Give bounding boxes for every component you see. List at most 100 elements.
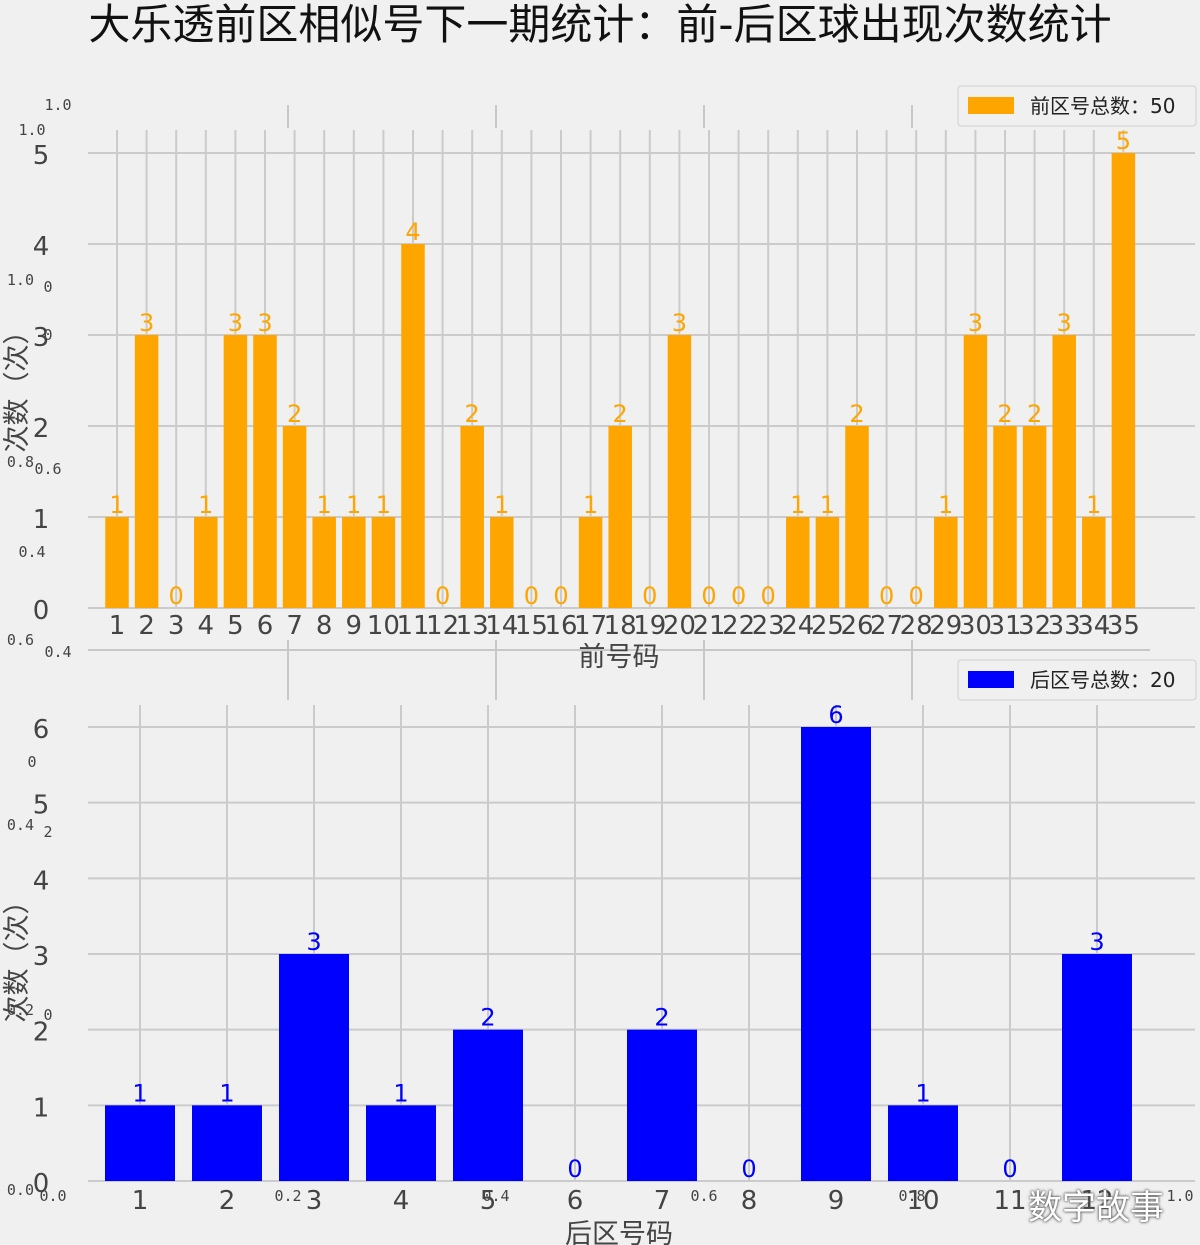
chart2-xtick-11: 11: [993, 1186, 1026, 1216]
chart1-bar-31: [993, 426, 1017, 608]
chart1-data-label-17: 1: [583, 491, 598, 519]
chart1-xtick-8: 8: [316, 611, 333, 641]
chart1-xtick-25: 25: [811, 611, 844, 641]
chart1-xtick-6: 6: [257, 611, 274, 641]
page-title: 大乐透前区相似号下一期统计：前-后区球出现次数统计: [88, 0, 1112, 49]
chart2-data-label-10: 1: [915, 1079, 930, 1107]
chart1-data-label-12: 0: [435, 582, 450, 610]
chart2-ytick-1: 1: [33, 1093, 50, 1123]
bg-edge-label-4: 0.6: [34, 460, 61, 478]
chart1-ytick-0: 0: [33, 596, 50, 626]
chart1-xtick-9: 9: [346, 611, 363, 641]
chart2-xtick-2: 2: [219, 1186, 236, 1216]
chart2-bar-10: [888, 1105, 958, 1181]
bg-ytick-3: 0.6: [7, 631, 34, 649]
bg-edge-label-6: 0.4: [44, 643, 71, 661]
chart2-ytick-2: 2: [33, 1018, 50, 1048]
chart1-data-label-21: 0: [701, 582, 716, 610]
chart2-data-label-7: 2: [654, 1004, 669, 1032]
chart2-xtick-9: 9: [828, 1186, 845, 1216]
chart1-data-label-10: 1: [376, 491, 391, 519]
chart1-bar-1: [105, 517, 129, 608]
chart1-xtick-2: 2: [138, 611, 155, 641]
chart2-bar-12: [1062, 954, 1132, 1181]
bg-edge-label-0: 1.0: [44, 96, 71, 114]
chart1-xtick-19: 19: [633, 611, 666, 641]
chart1-data-label-20: 3: [672, 309, 687, 337]
chart1-data-label-34: 1: [1086, 491, 1101, 519]
chart2-data-label-11: 0: [1002, 1155, 1017, 1183]
chart1-data-label-7: 2: [287, 400, 302, 428]
chart2-xtick-6: 6: [567, 1186, 584, 1216]
bg-xtick-0: 0.0: [39, 1187, 66, 1205]
bg-edge-label-5: 0.4: [18, 543, 45, 561]
chart2-legend-box: [957, 659, 1197, 701]
chart2-ylabel: 次数（次）: [2, 888, 33, 1023]
chart2-xtick-8: 8: [741, 1186, 758, 1216]
chart1-xtick-10: 10: [367, 611, 400, 641]
chart1-bar-20: [667, 335, 692, 608]
chart1-ytick-5: 5: [33, 141, 50, 171]
chart1-xtick-26: 26: [840, 611, 873, 641]
chart2-data-label-9: 6: [828, 701, 843, 729]
chart1-legend-box: [957, 85, 1197, 127]
chart1-data-label-2: 3: [139, 309, 154, 337]
chart2-data-label-1: 1: [132, 1079, 147, 1107]
chart1-xtick-22: 22: [722, 611, 755, 641]
chart1-bar-5: [223, 335, 248, 608]
chart1-xtick-7: 7: [286, 611, 303, 641]
chart2-data-label-8: 0: [741, 1155, 756, 1183]
chart1-data-label-8: 1: [317, 491, 332, 519]
chart1-data-label-18: 2: [613, 400, 628, 428]
chart2-legend-swatch: [968, 671, 1014, 688]
chart1-xtick-31: 31: [988, 611, 1021, 641]
chart1-data-label-25: 1: [820, 491, 835, 519]
chart1-bar-26: [845, 426, 869, 608]
chart1-data-label-9: 1: [346, 491, 361, 519]
chart1-bar-13: [460, 426, 484, 608]
chart1-data-label-16: 0: [553, 582, 568, 610]
chart1-data-label-11: 4: [405, 218, 420, 246]
chart1-bar-34: [1082, 517, 1106, 608]
chart1-data-label-30: 3: [968, 309, 983, 337]
chart1-xtick-17: 17: [574, 611, 607, 641]
bg-xtick-3: 0.6: [690, 1187, 717, 1205]
chart1-bar-33: [1052, 335, 1076, 608]
chart1-xtick-1: 1: [109, 611, 126, 641]
bg-xtick-4: 0.8: [898, 1187, 925, 1205]
chart1-xtick-18: 18: [604, 611, 637, 641]
chart2-xtick-5: 5: [480, 1186, 497, 1216]
chart1-bar-32: [1022, 426, 1047, 608]
chart2-xtick-1: 1: [132, 1186, 149, 1216]
chart2-data-label-12: 3: [1089, 928, 1104, 956]
chart1-bar-4: [194, 517, 218, 608]
chart1-data-label-13: 2: [465, 400, 480, 428]
chart2-bar-5: [453, 1029, 523, 1181]
bg-ytick-4: 0.8: [7, 453, 34, 471]
chart1-xtick-23: 23: [752, 611, 785, 641]
chart1-data-label-6: 3: [257, 309, 272, 337]
chart1-data-label-14: 1: [494, 491, 509, 519]
chart2-legend-label: 后区号总数：20: [1030, 668, 1175, 692]
chart1-xtick-5: 5: [227, 611, 244, 641]
chart1-data-label-26: 2: [849, 400, 864, 428]
chart2-ytick-6: 6: [33, 715, 50, 745]
chart1-xtick-14: 14: [485, 611, 518, 641]
bg-edge-label-9: 0: [43, 1006, 52, 1024]
chart2-data-label-5: 2: [480, 1004, 495, 1032]
chart1-bar-24: [786, 517, 810, 608]
chart1-legend-swatch: [968, 97, 1014, 114]
bg-ytick-2: 0.4: [7, 816, 34, 834]
bg-edge-label-8: 2: [43, 823, 52, 841]
chart1-xtick-27: 27: [870, 611, 903, 641]
chart1-xtick-13: 13: [456, 611, 489, 641]
chart2-data-label-4: 1: [393, 1079, 408, 1107]
chart1-xtick-24: 24: [781, 611, 814, 641]
chart1-xtick-12: 12: [426, 611, 459, 641]
chart1-xtick-33: 33: [1048, 611, 1081, 641]
chart1-bar-35: [1111, 153, 1136, 608]
chart1-ytick-4: 4: [33, 232, 50, 262]
bg-ytick-5: 1.0: [7, 271, 34, 289]
chart2-xtick-4: 4: [393, 1186, 410, 1216]
